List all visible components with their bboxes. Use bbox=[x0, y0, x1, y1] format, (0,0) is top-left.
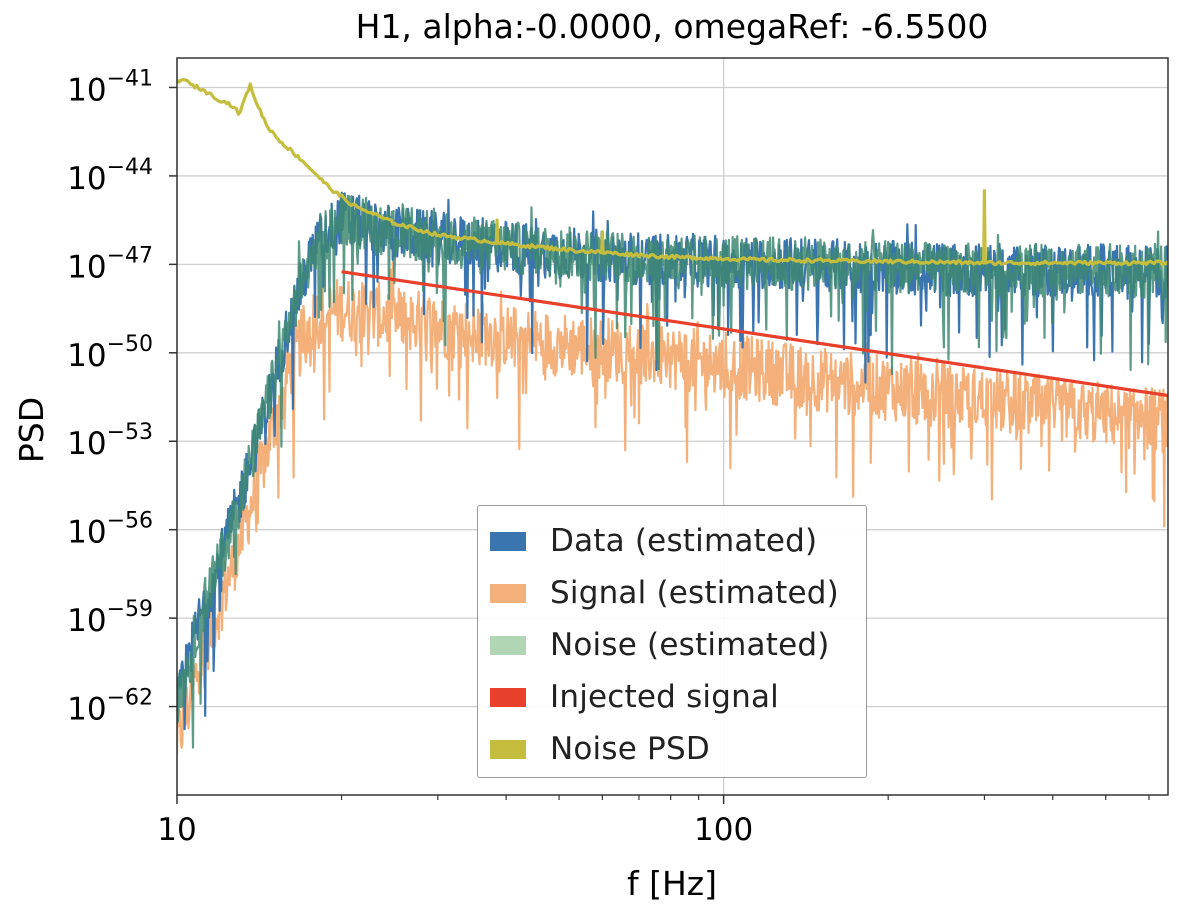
legend-item-signal: Signal (estimated) bbox=[490, 567, 866, 619]
legend-label-noise-psd: Noise PSD bbox=[550, 731, 710, 767]
y-tick-label: 10−47 bbox=[67, 243, 153, 285]
series-group bbox=[177, 78, 1168, 755]
y-tick-label: 10−56 bbox=[67, 509, 153, 551]
legend-label-noise: Noise (estimated) bbox=[550, 627, 830, 663]
y-tick-label: 10−50 bbox=[67, 332, 153, 374]
x-tick-label: 10 bbox=[157, 812, 196, 848]
chart-legend: Data (estimated) Signal (estimated) Nois… bbox=[477, 505, 867, 778]
series-signal-estimated bbox=[177, 261, 1168, 755]
legend-swatch-noise-psd bbox=[490, 739, 526, 759]
series-noise-psd bbox=[177, 78, 1168, 267]
y-tick-label: 10−41 bbox=[67, 66, 153, 108]
x-tick-label: 100 bbox=[694, 812, 753, 848]
x-axis-ticks: 10 100 bbox=[157, 795, 1150, 848]
y-axis-label: PSD bbox=[12, 397, 51, 463]
legend-swatch-data bbox=[490, 531, 526, 551]
y-tick-label: 10−59 bbox=[67, 597, 153, 639]
legend-swatch-injected bbox=[490, 687, 526, 707]
y-tick-label: 10−53 bbox=[67, 420, 153, 462]
legend-item-noise: Noise (estimated) bbox=[490, 619, 866, 671]
y-tick-label: 10−62 bbox=[67, 686, 153, 728]
series-noise-estimated bbox=[177, 192, 1168, 749]
series-injected-signal bbox=[341, 270, 1168, 398]
legend-label-signal: Signal (estimated) bbox=[550, 575, 839, 611]
legend-item-data: Data (estimated) bbox=[490, 515, 866, 567]
legend-swatch-noise bbox=[490, 635, 526, 655]
y-tick-label: 10−44 bbox=[67, 155, 153, 197]
plot-frame bbox=[176, 57, 1169, 796]
legend-label-injected: Injected signal bbox=[550, 679, 779, 715]
y-axis-ticks: 10−41 10−44 10−47 10−50 10−53 10−56 10−59 10−62 bbox=[67, 66, 177, 728]
legend-item-noise-psd: Noise PSD bbox=[490, 723, 866, 775]
legend-item-injected: Injected signal bbox=[490, 671, 866, 723]
legend-label-data: Data (estimated) bbox=[550, 523, 818, 559]
x-axis-label: f [Hz] bbox=[627, 864, 717, 903]
chart-title: H1, alpha:-0.0000, omegaRef: -6.5500 bbox=[356, 7, 989, 46]
plot-area bbox=[177, 78, 1168, 755]
legend-swatch-signal bbox=[490, 583, 526, 603]
